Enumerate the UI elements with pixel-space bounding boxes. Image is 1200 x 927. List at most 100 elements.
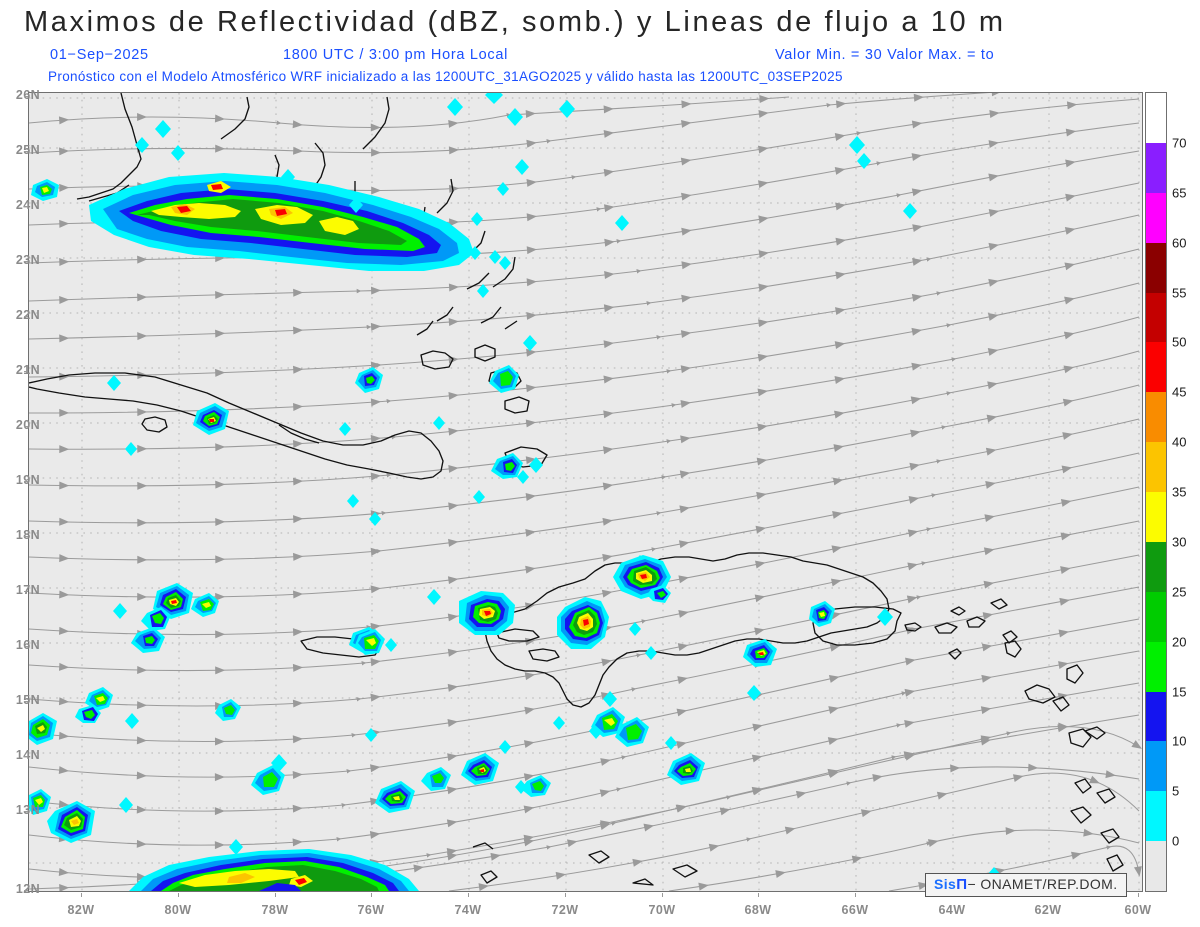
colorbar-band [1146, 591, 1166, 642]
reflectivity-cells [521, 775, 551, 797]
lat-label: 15N [15, 693, 40, 707]
streamline-arrow [137, 444, 148, 453]
streamline-arrow [448, 146, 460, 155]
streamline-arrow [371, 148, 382, 157]
streamline-arrow [603, 105, 614, 114]
streamline-arrow [137, 666, 148, 675]
colorbar-tick-label: 70 [1172, 135, 1187, 151]
streamline-arrow [136, 701, 148, 710]
streamline-arrow [1133, 866, 1142, 877]
reflectivity-blob [375, 781, 415, 813]
streamline-arrow [982, 612, 994, 621]
colorbar-band [1146, 791, 1166, 842]
reflectivity-map [29, 93, 1142, 891]
streamline-arrow [526, 178, 537, 187]
streamline-arrow [292, 439, 304, 448]
streamline-arrow [681, 261, 692, 270]
streamline-arrow [58, 800, 70, 809]
streamline-arrow [137, 481, 148, 490]
streamline-arrow [907, 562, 918, 571]
streamline-arrow [292, 663, 304, 672]
colorbar-tick-label: 60 [1172, 235, 1187, 251]
streamline-arrow [292, 699, 304, 708]
streamline-arrow [58, 868, 70, 876]
streamline-arrow [1059, 597, 1070, 606]
map-canvas[interactable] [28, 92, 1143, 892]
streamline-arrow [370, 286, 382, 295]
streamline-arrow [835, 237, 847, 246]
lon-label: 78W [261, 903, 289, 917]
streamline-arrow [909, 462, 921, 471]
streamline-arrow [1083, 828, 1094, 837]
streamline-arrow [215, 630, 226, 639]
streamline-arrow [413, 864, 424, 873]
lat-label: 19N [15, 473, 40, 487]
streamline-arrow [370, 472, 381, 481]
streamline-arrow [447, 786, 458, 795]
streamline-arrow [603, 168, 615, 177]
streamline-arrow [137, 332, 148, 341]
streamline-arrow [215, 290, 226, 299]
streamline-arrow [525, 456, 537, 465]
streamline-arrow [911, 293, 923, 302]
streamline-arrow [758, 283, 769, 292]
streamline-arrow [911, 120, 923, 129]
colorbar-band [1146, 342, 1166, 393]
streamline-arrow [756, 491, 767, 500]
streamline-arrow [603, 410, 614, 419]
streamline-arrow [828, 675, 840, 683]
streamline-arrow [136, 736, 147, 745]
streamline-arrow [292, 804, 303, 813]
streamline-arrow [678, 575, 690, 584]
streamline-arrow [601, 589, 613, 598]
streamline-arrow [603, 304, 615, 313]
streamline-arrow [988, 173, 999, 182]
reflectivity-blob [131, 627, 165, 653]
streamline-arrow [293, 402, 304, 411]
streamline-arrow [678, 540, 690, 549]
streamline-arrow [936, 791, 948, 800]
streamline-arrow [58, 697, 70, 706]
streamline-arrow [1131, 740, 1142, 749]
lat-label: 26N [15, 88, 40, 102]
streamline-arrow [1028, 763, 1039, 772]
streamline-arrow [215, 555, 226, 564]
value-range-label: Valor Min. = 30 Valor Max. = to [775, 47, 995, 63]
streamline-arrow [751, 754, 763, 763]
streamline-arrow [58, 116, 70, 125]
streamline-arrow [680, 330, 692, 339]
streamline-arrow [681, 294, 692, 303]
lat-label: 24N [15, 198, 40, 212]
streamline-arrow [911, 362, 922, 371]
streamline-arrow [831, 545, 843, 554]
streamline-arrow [833, 444, 845, 453]
streamline-arrow [59, 481, 70, 490]
streamline-arrow [526, 139, 537, 148]
streamline-arrow [904, 752, 916, 761]
streamline-arrow [775, 870, 786, 878]
streamline-arrow [526, 348, 537, 357]
streamline-arrow [59, 554, 70, 563]
streamline-arrow [523, 834, 535, 843]
streamline-arrow [215, 144, 226, 153]
colorbar-tick-label: 50 [1172, 334, 1187, 350]
streamline-arrow [752, 723, 763, 732]
streamline-arrow [369, 830, 381, 839]
colorbar-tick-label: 25 [1172, 584, 1187, 600]
colorbar-band [1146, 492, 1166, 542]
streamline-arrow [215, 480, 226, 489]
lat-label: 25N [15, 143, 40, 157]
streamline-arrow [911, 188, 923, 197]
lon-label: 74W [454, 903, 482, 917]
lat-label: 14N [15, 748, 40, 762]
streamline-arrow [1012, 774, 1024, 783]
streamline-arrow [676, 740, 687, 749]
reflectivity-blob [647, 585, 671, 603]
streamline-arrow [523, 740, 535, 749]
reflectivity-cells [107, 93, 1001, 883]
streamline-arrow [292, 770, 303, 779]
reflectivity-blob [355, 367, 383, 393]
reflectivity-blob [191, 593, 219, 617]
colorbar-tick-label: 10 [1172, 733, 1187, 749]
streamline-arrow [137, 408, 148, 417]
